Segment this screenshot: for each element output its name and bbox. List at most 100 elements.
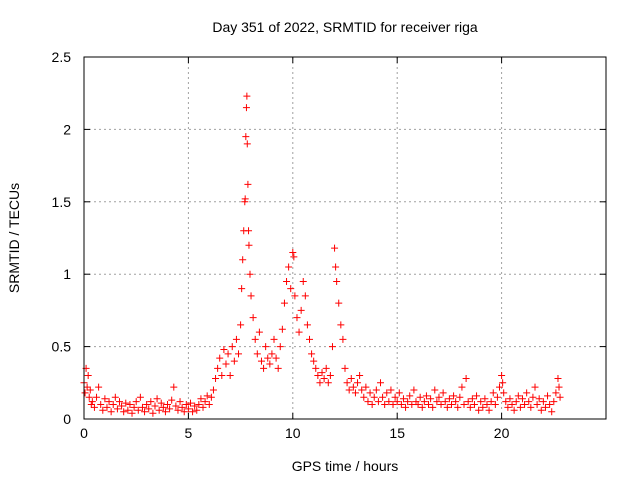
data-point (333, 277, 341, 285)
data-point (166, 405, 174, 413)
data-point (331, 244, 339, 252)
data-point (283, 277, 291, 285)
data-point (287, 285, 295, 293)
x-tick-label: 5 (185, 425, 193, 441)
data-point (216, 354, 224, 362)
data-point (364, 398, 372, 406)
x-axis-label: GPS time / hours (292, 458, 399, 474)
data-point (312, 364, 320, 372)
data-point (349, 383, 357, 391)
data-point (402, 403, 410, 411)
data-point (516, 403, 524, 411)
data-point (358, 386, 366, 394)
data-point (109, 401, 117, 409)
data-point (212, 374, 220, 382)
data-point (86, 386, 94, 394)
data-point (289, 248, 297, 256)
data-point (232, 335, 240, 343)
data-point (521, 401, 529, 409)
data-point (118, 402, 126, 410)
data-point (354, 379, 362, 387)
data-point (337, 321, 345, 329)
data-point (255, 328, 263, 336)
data-point (383, 389, 391, 397)
data-point (322, 364, 330, 372)
data-point (452, 398, 460, 406)
data-point (299, 277, 307, 285)
data-point (145, 405, 153, 413)
data-point (180, 408, 188, 416)
data-point (328, 343, 336, 351)
data-point (103, 403, 111, 411)
data-point (527, 403, 535, 411)
data-point (360, 393, 368, 401)
data-point (425, 401, 433, 409)
data-point (155, 406, 163, 414)
data-point (464, 398, 472, 406)
data-point (316, 379, 324, 387)
data-point (251, 335, 259, 343)
data-point (264, 354, 272, 362)
data-point (454, 403, 462, 411)
data-point (314, 372, 322, 380)
data-point (235, 350, 243, 358)
data-point (406, 392, 414, 400)
data-point (178, 403, 186, 411)
tick-labels-layer: 0 5 10 15 20 0 0.5 1 1.5 2 2.5 (52, 49, 510, 441)
data-point (460, 401, 468, 409)
data-point (203, 392, 211, 400)
data-point (161, 408, 169, 416)
data-point (218, 372, 226, 380)
data-point (435, 393, 443, 401)
data-point (529, 393, 537, 401)
data-point (450, 392, 458, 400)
data-point (477, 398, 485, 406)
data-point (408, 401, 416, 409)
data-point (500, 389, 508, 397)
data-point (184, 405, 192, 413)
data-point (301, 292, 309, 300)
data-point (339, 335, 347, 343)
data-point (481, 395, 489, 403)
data-point (226, 372, 234, 380)
data-point (201, 398, 209, 406)
data-point (335, 299, 343, 307)
data-point (539, 398, 547, 406)
data-point (429, 403, 437, 411)
data-point (176, 398, 184, 406)
data-point (132, 398, 140, 406)
data-point (420, 398, 428, 406)
data-point (399, 395, 407, 403)
data-point (242, 133, 250, 141)
data-point (431, 386, 439, 394)
data-point (414, 401, 422, 409)
data-point (462, 374, 470, 382)
data-point (172, 402, 180, 410)
ticks-layer (83, 56, 606, 420)
data-point (101, 395, 109, 403)
data-point (470, 401, 478, 409)
data-point (126, 401, 134, 409)
data-point (209, 386, 217, 394)
data-point (164, 401, 172, 409)
data-point (306, 335, 314, 343)
data-point (120, 408, 128, 416)
data-point (205, 401, 213, 409)
data-point (260, 364, 268, 372)
data-point (391, 393, 399, 401)
data-point (372, 386, 380, 394)
data-point (147, 398, 155, 406)
x-tick-label: 10 (285, 425, 301, 441)
data-point (370, 393, 378, 401)
data-point (379, 393, 387, 401)
data-point (508, 401, 516, 409)
data-point (151, 402, 159, 410)
data-point (270, 335, 278, 343)
data-point (238, 285, 246, 293)
data-point (199, 403, 207, 411)
data-point (514, 392, 522, 400)
data-point (491, 401, 499, 409)
data-point (368, 401, 376, 409)
data-point (99, 406, 107, 414)
data-point (182, 401, 190, 409)
